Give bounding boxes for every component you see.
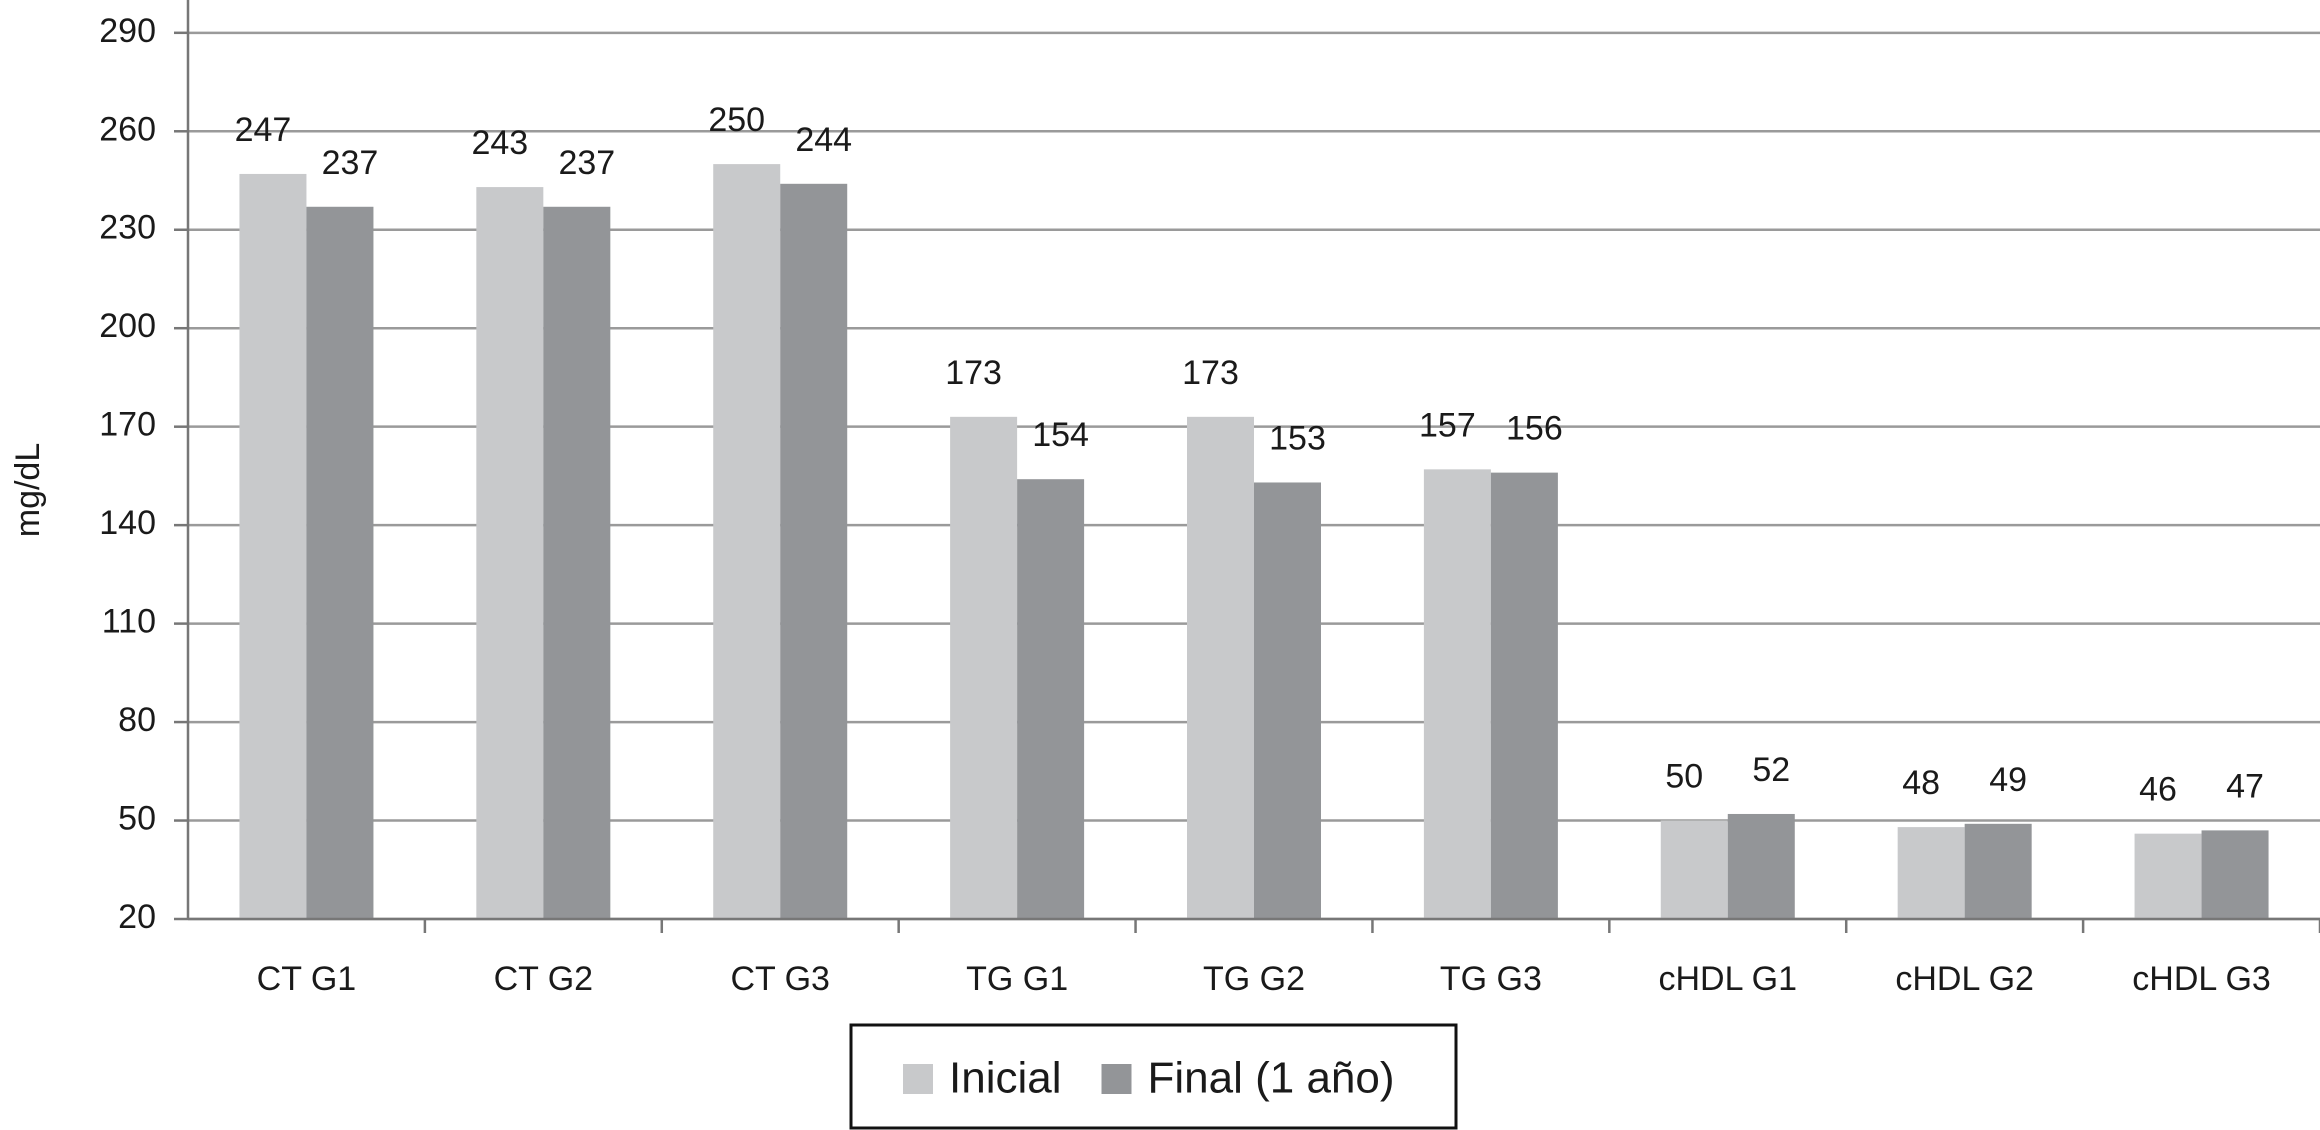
bar <box>1187 416 1254 919</box>
data-label: 154 <box>1032 416 1089 454</box>
legend-label: Inicial <box>949 1054 1062 1103</box>
data-label: 243 <box>471 124 528 162</box>
bar <box>239 173 307 920</box>
y-tick-label: 230 <box>99 209 156 247</box>
y-tick-label: 200 <box>99 307 156 345</box>
x-tick-label: CT G1 <box>257 960 357 998</box>
y-tick-label: 140 <box>99 504 156 542</box>
x-tick-label: CT G2 <box>494 960 594 998</box>
data-label: 46 <box>2139 771 2177 809</box>
bar <box>2134 833 2202 919</box>
y-tick-label: 290 <box>99 12 156 50</box>
bar <box>1254 482 1321 919</box>
data-label: 237 <box>558 144 615 182</box>
bar <box>1660 820 1728 919</box>
y-tick-label: 110 <box>102 603 156 641</box>
x-tick-label: CT G3 <box>730 960 830 998</box>
y-axis-label: mg/dL <box>9 443 47 538</box>
y-tick-label: 80 <box>118 701 156 739</box>
bar <box>306 206 374 919</box>
y-tick-label: 50 <box>118 800 156 838</box>
data-label: 247 <box>235 111 292 149</box>
data-label: 173 <box>945 354 1002 392</box>
y-tick-label: 260 <box>99 110 156 148</box>
data-label: 52 <box>1752 751 1790 789</box>
bar <box>1964 823 2032 919</box>
data-label: 157 <box>1419 406 1476 444</box>
data-label: 49 <box>1989 761 2027 799</box>
x-tick-label: cHDL G2 <box>1895 960 2034 998</box>
data-label: 153 <box>1269 419 1326 457</box>
x-tick-label: cHDL G1 <box>1658 960 1797 998</box>
bar <box>1423 469 1491 919</box>
bar <box>780 183 848 920</box>
data-label: 50 <box>1665 758 1703 796</box>
data-label: 237 <box>322 144 379 182</box>
y-tick-label: 20 <box>118 898 156 936</box>
legend-swatch <box>903 1064 933 1094</box>
data-label: 173 <box>1182 354 1239 392</box>
bar <box>950 416 1018 919</box>
data-label: 250 <box>708 101 765 139</box>
data-label: 48 <box>1902 764 1940 802</box>
bar <box>543 206 611 919</box>
x-tick-label: TG G3 <box>1440 960 1542 998</box>
bar <box>713 164 781 919</box>
data-label: 244 <box>795 121 852 159</box>
bar <box>1727 813 1795 919</box>
x-tick-label: TG G1 <box>966 960 1068 998</box>
bar <box>2201 830 2269 919</box>
legend-swatch <box>1101 1064 1132 1094</box>
legend-box <box>849 1023 1458 1130</box>
bar <box>1017 479 1085 919</box>
bar <box>476 187 544 919</box>
data-label: 47 <box>2226 767 2264 805</box>
data-label: 156 <box>1506 410 1563 448</box>
bar <box>1490 472 1558 919</box>
legend-label: Final (1 año) <box>1148 1054 1395 1103</box>
x-tick-label: TG G2 <box>1203 960 1305 998</box>
bar <box>1897 827 1965 919</box>
y-tick-label: 170 <box>99 406 156 444</box>
x-tick-label: cHDL G3 <box>2132 960 2271 998</box>
